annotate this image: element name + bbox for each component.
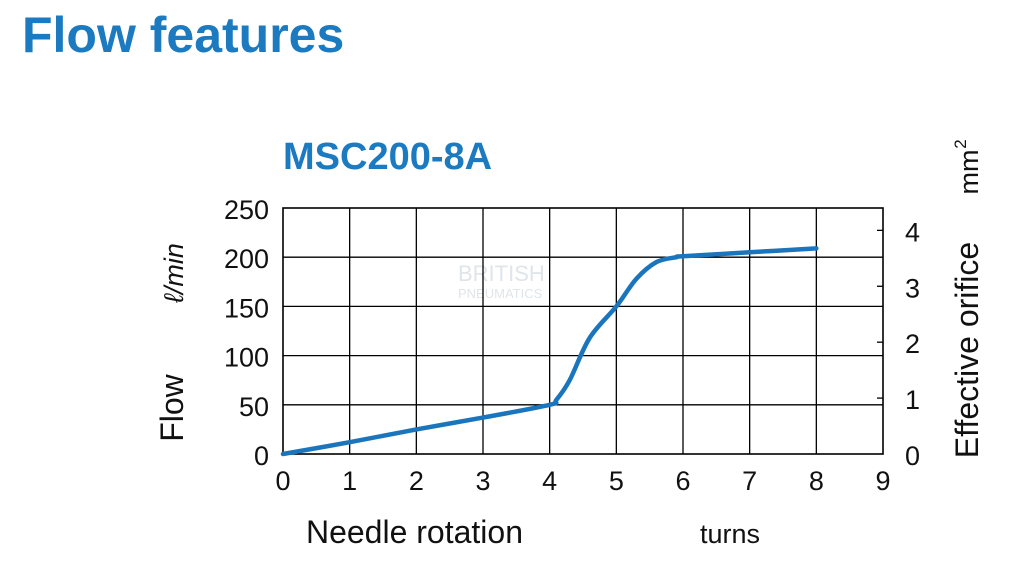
x-tick-label: 1: [342, 466, 357, 496]
y2-axis-label: Effective orifice: [949, 242, 985, 458]
y2-tick-label: 1: [905, 385, 920, 415]
y-tick-label: 250: [224, 195, 269, 225]
y-axis-label: Flow: [154, 373, 190, 441]
x-axis-ticks: 0 1 2 3 4 5 6 7 8 9: [275, 466, 890, 496]
x-axis-unit: turns: [700, 519, 760, 549]
grid: [283, 208, 883, 454]
y-tick-label: 100: [224, 343, 269, 373]
x-tick-label: 5: [609, 466, 624, 496]
chart-title: MSC200-8A: [283, 136, 493, 178]
x-tick-label: 0: [275, 466, 290, 496]
y-axis-unit: ℓ/min: [159, 243, 189, 304]
x-tick-label: 9: [875, 466, 890, 496]
x-tick-label: 6: [675, 466, 690, 496]
plot-frame: [282, 207, 884, 455]
series-line: [280, 246, 819, 457]
x-axis-label: Needle rotation: [306, 514, 523, 550]
page-title: Flow features: [22, 7, 345, 63]
y2-axis-ticks: 0 1 2 3 4: [877, 217, 920, 471]
x-tick-label: 7: [742, 466, 757, 496]
plot-border: [282, 207, 884, 455]
y-tick-label: 150: [224, 293, 269, 323]
y2-tick-label: 0: [905, 441, 920, 471]
x-tick-label: 3: [475, 466, 490, 496]
y-tick-label: 200: [224, 244, 269, 274]
watermark-line-1: BRITISH: [458, 261, 545, 286]
y-tick-label: 50: [239, 392, 269, 422]
x-tick-label: 2: [409, 466, 424, 496]
y2-tick-label: 4: [905, 217, 920, 247]
y-axis-ticks: 0 50 100 150 200 250: [224, 195, 269, 471]
y2-axis-unit-superscript: 2: [951, 139, 970, 148]
y-tick-label: 0: [254, 441, 269, 471]
y2-tick-label: 3: [905, 273, 920, 303]
series-group: [280, 246, 819, 457]
watermark-line-2: PNEUMATICS: [458, 286, 543, 301]
x-tick-label: 8: [809, 466, 824, 496]
watermark: BRITISH PNEUMATICS: [458, 261, 545, 301]
x-tick-label: 4: [542, 466, 557, 496]
y2-tick-label: 2: [905, 329, 920, 359]
y2-axis-unit: mm: [954, 150, 984, 195]
